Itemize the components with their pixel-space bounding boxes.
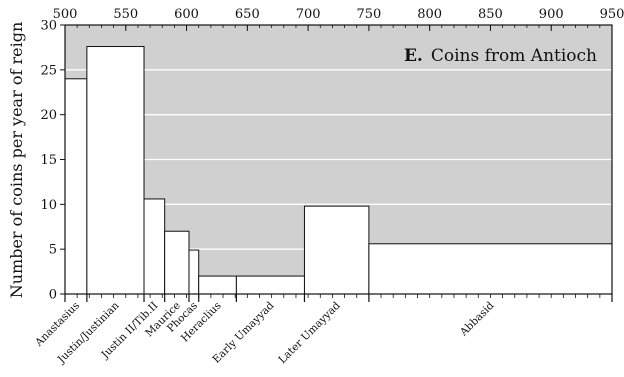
bar [86,46,145,295]
bar [164,230,190,295]
bar [64,78,88,295]
y-axis-label: Number of coins per year of reign [7,22,26,299]
x-tick-label: 800 [417,7,442,22]
x-tick-label: 500 [53,7,78,22]
category-label: Later Umayyad [276,299,343,366]
x-tick-label: 600 [174,7,199,22]
y-tick-label: 10 [40,198,57,213]
x-tick-label: 900 [539,7,564,22]
y-tick-label: 25 [40,63,57,78]
x-tick-label: 550 [113,7,138,22]
bar [188,249,200,295]
ticks [60,24,613,302]
chart-title: E. Coins from Antioch [404,46,597,66]
x-tick-label: 650 [235,7,260,22]
y-tick-label: 15 [40,153,57,168]
chart-title-text: Coins from Antioch [431,46,597,66]
y-tick-label: 20 [40,108,57,123]
x-tick-label: 750 [356,7,381,22]
y-tick-label: 5 [49,243,57,258]
bar [198,275,237,295]
bar [303,205,370,295]
y-tick-label: 0 [49,288,57,303]
x-tick-label: 950 [600,7,624,22]
bar [143,198,166,295]
bar [235,275,305,295]
panel-letter: E. [404,46,423,66]
x-tick-label: 700 [296,7,321,22]
y-tick-label: 30 [40,19,57,34]
category-label: Abbasid [457,299,497,339]
x-tick-label: 850 [478,7,503,22]
bar [368,243,613,295]
